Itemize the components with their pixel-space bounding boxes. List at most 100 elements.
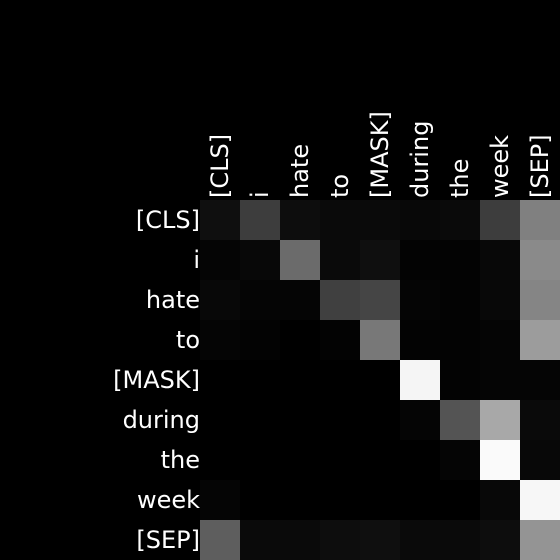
column-label: hate [286,144,314,198]
heatmap-cell-r3-c2 [280,320,320,360]
heatmap-cell-r8-c2 [280,520,320,560]
heatmap-cell-r0-c6 [440,200,480,240]
heatmap-cell-r2-c3 [320,280,360,320]
heatmap-cell-r2-c8 [520,280,560,320]
heatmap-cell-r1-c7 [480,240,520,280]
heatmap-cell-r5-c6 [440,400,480,440]
heatmap-cell-r0-c8 [520,200,560,240]
heatmap-cell-r6-c5 [400,440,440,480]
column-labels: [CLS] i hate to [MASK] during the week [SEP] [206,111,554,198]
heatmap-cell-r7-c4 [360,480,400,520]
heatmap-cell-r5-c7 [480,400,520,440]
row-label: [SEP] [136,526,200,554]
heatmap-cell-r5-c2 [280,400,320,440]
column-label: during [406,121,434,198]
heatmap-cell-r3-c5 [400,320,440,360]
heatmap-cell-r4-c8 [520,360,560,400]
row-labels: [CLS] i hate to [MASK] during the week [SEP] [113,206,200,554]
column-label: week [486,135,514,198]
column-label: [MASK] [366,111,394,198]
heatmap-cell-r1-c3 [320,240,360,280]
heatmap-cell-r5-c5 [400,400,440,440]
heatmap-cell-r1-c0 [200,240,240,280]
heatmap-cell-r3-c3 [320,320,360,360]
heatmap-cell-r0-c5 [400,200,440,240]
heatmap-cell-r2-c4 [360,280,400,320]
heatmap-cell-r7-c1 [240,480,280,520]
heatmap-cell-r4-c7 [480,360,520,400]
heatmap-cell-r0-c2 [280,200,320,240]
row-label: [MASK] [113,366,200,394]
heatmap-cell-r6-c1 [240,440,280,480]
heatmap-cell-r3-c0 [200,320,240,360]
heatmap-cell-r5-c8 [520,400,560,440]
heatmap-cell-r2-c6 [440,280,480,320]
heatmap-cell-r6-c2 [280,440,320,480]
heatmap-cell-r5-c1 [240,400,280,440]
heatmap-cell-r1-c1 [240,240,280,280]
heatmap-cell-r4-c6 [440,360,480,400]
heatmap-cell-r6-c8 [520,440,560,480]
heatmap-cell-r0-c4 [360,200,400,240]
heatmap-cell-r4-c4 [360,360,400,400]
heatmap-cell-r2-c1 [240,280,280,320]
heatmap-cell-r1-c6 [440,240,480,280]
heatmap-cell-r4-c0 [200,360,240,400]
heatmap-cell-r8-c8 [520,520,560,560]
heatmap-cell-r6-c0 [200,440,240,480]
heatmap-cell-r6-c6 [440,440,480,480]
heatmap-cell-r7-c0 [200,480,240,520]
heatmap-cell-r2-c2 [280,280,320,320]
heatmap-cell-r4-c2 [280,360,320,400]
row-label: i [193,246,200,274]
heatmap-cell-r7-c5 [400,480,440,520]
heatmap-cell-r4-c1 [240,360,280,400]
row-label: [CLS] [136,206,200,234]
heatmap-cell-r8-c7 [480,520,520,560]
heatmap-cell-r2-c5 [400,280,440,320]
column-label: [CLS] [206,134,234,198]
heatmap-cell-r0-c3 [320,200,360,240]
heatmap-cell-r6-c3 [320,440,360,480]
heatmap-cell-r0-c7 [480,200,520,240]
heatmap-cell-r8-c5 [400,520,440,560]
heatmap-cell-r1-c4 [360,240,400,280]
heatmap-cell-r6-c7 [480,440,520,480]
heatmap-cell-r3-c4 [360,320,400,360]
heatmap-cell-r6-c4 [360,440,400,480]
row-label: to [176,326,200,354]
heatmap-cell-r5-c3 [320,400,360,440]
heatmap-cell-r8-c6 [440,520,480,560]
heatmap-cell-r7-c6 [440,480,480,520]
heatmap-cell-r0-c0 [200,200,240,240]
heatmap-cell-r8-c3 [320,520,360,560]
column-label: [SEP] [526,134,554,198]
column-label: to [326,174,354,198]
heatmap-cell-r5-c0 [200,400,240,440]
heatmap-cell-r8-c4 [360,520,400,560]
heatmap-cell-r8-c1 [240,520,280,560]
heatmap-cell-r4-c5 [400,360,440,400]
row-label: the [161,446,200,474]
heatmap-cell-r7-c7 [480,480,520,520]
heatmap-cell-r7-c3 [320,480,360,520]
heatmap-cell-r2-c7 [480,280,520,320]
heatmap-cell-r8-c0 [200,520,240,560]
column-label: i [246,191,274,198]
heatmap-cell-r3-c8 [520,320,560,360]
row-label: week [137,486,200,514]
heatmap-cell-r4-c3 [320,360,360,400]
heatmap-cell-r2-c0 [200,280,240,320]
row-label: hate [146,286,200,314]
heatmap-cell-r5-c4 [360,400,400,440]
heatmap-cell-r3-c7 [480,320,520,360]
heatmap-cell-r7-c2 [280,480,320,520]
heatmap-cell-r3-c6 [440,320,480,360]
row-label: during [123,406,200,434]
column-label: the [446,159,474,198]
heatmap-cell-r0-c1 [240,200,280,240]
heatmap-cell-r1-c8 [520,240,560,280]
heatmap-cell-r1-c2 [280,240,320,280]
heatmap-cells [200,200,560,560]
